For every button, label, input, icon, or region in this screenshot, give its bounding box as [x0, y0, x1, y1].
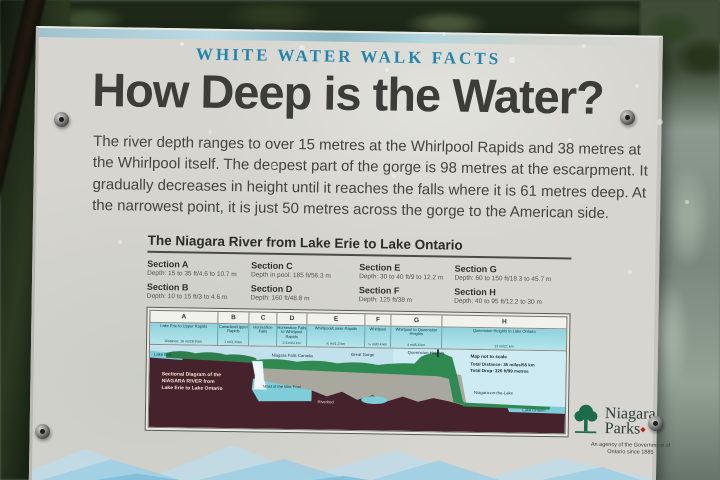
reach-c: Horseshoe Falls [249, 324, 278, 346]
section-depth: Depth: 10 to 15 ft/3 to 4.6 m [146, 292, 228, 302]
lower-plain-green [462, 402, 550, 410]
section-name: Section D [250, 283, 293, 295]
section-item-f: Section F Depth: 125 ft/38 m [359, 285, 455, 304]
column-letter-g: G [391, 314, 443, 327]
column-letter-f: F [365, 314, 392, 326]
diagram-caption-line2: NIAGARA RIVER from [162, 378, 216, 385]
river-cross-section-diagram: A B C D E F G H Lake Erie to Upper Rapid… [144, 306, 571, 438]
screw-top-left [54, 112, 69, 127]
bedrock [148, 356, 566, 434]
tree-icon [574, 404, 598, 434]
label-great-gorge: Great Gorge [351, 352, 375, 357]
screw-bottom-right [648, 416, 663, 431]
diagram-frame: A B C D E F G H Lake Erie to Upper Rapid… [147, 309, 568, 435]
section-name: Section H [454, 286, 496, 298]
gorge-rim-green [254, 359, 455, 377]
column-letter-c: C [249, 312, 278, 324]
interpretive-sign: WHITE WATER WALK FACTS How Deep is the W… [28, 26, 670, 480]
section-item-d: Section D Depth: 160 ft/48.8 m [251, 283, 359, 303]
sign-paragraph: The river depth ranges to over 15 metres… [92, 132, 648, 223]
label-maid-pool: Maid of the Mist Pool [263, 384, 301, 389]
note-total-drop: Total Drop: 326 ft/99 metres [470, 368, 529, 374]
section-name: Section C [251, 260, 293, 272]
section-name: Section A [147, 258, 189, 270]
cross-section-drawing: Lake Erie Niagara Falls Canada Great Gor… [148, 344, 566, 434]
reach-b: Canadian/Upper Rapids 1 mi/1.6 km [217, 323, 250, 346]
brock-monument [436, 349, 439, 358]
section-depth: Depth: 160 ft/48.8 m [250, 294, 310, 303]
horseshoe-falls-cascade [251, 360, 268, 390]
column-letter-b: B [218, 311, 250, 324]
section-name: Section E [359, 262, 401, 273]
label-niagara-on-the-lake: Niagara-on-the-Lake [474, 390, 514, 396]
wave-pattern [31, 445, 652, 480]
sign-title: How Deep is the Water? [91, 62, 605, 124]
water-droplets [180, 42, 184, 46]
facts-panel: The Niagara River from Lake Erie to Lake… [144, 232, 572, 438]
section-name: Section F [358, 285, 400, 296]
queenston-heights-hill [413, 352, 467, 406]
reach-h: Queenston Heights to Lake Ontario 13 mi/… [472, 327, 536, 349]
section-name: Section B [146, 281, 189, 293]
section-item-e: Section E Depth: 30 to 40 ft/9 to 12.2 m [359, 262, 455, 281]
screw-top-right [620, 110, 635, 125]
label-queenston-heights: Queenston Heights [408, 350, 444, 355]
reach-e: Whirlpool/Lower Rapids ¾ mi/1.2 km [307, 325, 366, 348]
section-item-a: Section A Depth: 15 to 35 ft/4.6 to 10.7… [147, 259, 251, 279]
column-letter-d: D [277, 312, 308, 325]
note-map-not-to-scale: Map not to scale [470, 354, 507, 359]
column-letter-a: A [150, 310, 219, 323]
section-item-c: Section C Depth in pool: 185 ft/56.3 m [251, 260, 359, 280]
diagram-caption-line3: Lake Erie to Lake Ontario [161, 385, 222, 392]
column-letter-h: H [501, 318, 507, 326]
section-depth: Depth: 15 to 35 ft/4.6 to 10.7 m [147, 269, 237, 279]
screw-bottom-left [35, 424, 50, 439]
section-depth: Depth in pool: 185 ft/56.3 m [250, 271, 331, 280]
section-name: Section G [454, 263, 497, 275]
section-item-b: Section B Depth: 10 to 15 ft/3 to 4.6 m [147, 282, 251, 302]
section-item-g: Section G Depth: 60 to 150 ft/18.3 to 45… [454, 264, 571, 284]
diagram-caption-line1: Sectional Diagram of the [162, 371, 222, 378]
shoreline-trees-left [166, 351, 257, 364]
label-lake-ontario: Lake Ontario [522, 407, 546, 412]
section-depth: Depth: 40 to 95 ft/12.2 to 30 m [454, 297, 542, 306]
maid-of-the-mist-pool-water [251, 378, 312, 402]
section-depth: Depth: 30 to 40 ft/9 to 12.2 m [359, 273, 444, 282]
section-depth: Depth: 125 ft/38 m [358, 296, 413, 304]
column-letter-e: E [307, 313, 366, 326]
lower-river-water [361, 396, 388, 405]
note-total-distance: Total Distance: 35 miles/56 km [470, 362, 535, 368]
reach-f: Whirlpool ¼ mi/0.4 km [365, 326, 392, 348]
label-lake-erie: Lake Erie [154, 352, 173, 357]
label-niagara-falls: Niagara Falls Canada [272, 353, 314, 359]
reach-g: Whirlpool to Queenston Heights 4 mi/6.4 … [391, 326, 443, 349]
wave-layer-back [31, 445, 652, 480]
reach-d: Horseshoe Falls to Whirlpool Rapids 2.5 … [276, 324, 308, 347]
section-item-h: Section H Depth: 40 to 95 ft/12.2 to 30 … [454, 287, 571, 307]
section-depth-list: Section A Depth: 15 to 35 ft/4.6 to 10.7… [147, 259, 572, 307]
reach-a: Lake Erie to Upper Rapids Distance: 18 m… [150, 322, 219, 345]
panel-title: The Niagara River from Lake Erie to Lake… [147, 232, 572, 260]
label-riverbed: Riverbed [318, 399, 334, 404]
section-depth: Depth: 60 to 150 ft/18.3 to 45.7 m [454, 274, 552, 284]
niagara-parks-logo: Niagara Parks◆ An agency of the Governme… [570, 402, 691, 457]
maple-leaf-icon: ◆ [640, 425, 646, 434]
